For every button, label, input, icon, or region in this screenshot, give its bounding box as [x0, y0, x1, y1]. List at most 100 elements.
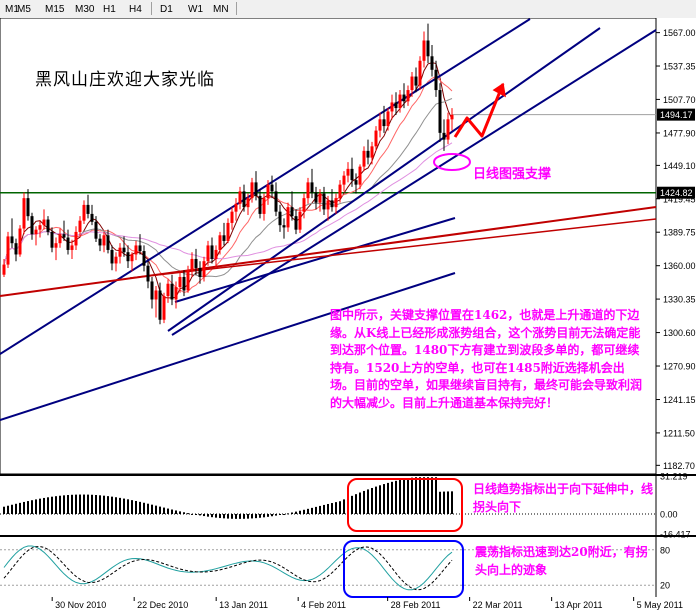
y-tick-label: 1182.70: [663, 461, 695, 471]
y-tick-label: 1507.70: [663, 95, 696, 105]
support-label: 日线图强支撑: [473, 167, 552, 182]
histogram-bar: [79, 494, 81, 515]
histogram-bar: [287, 513, 289, 515]
candle-body: [334, 198, 338, 208]
x-tick-label: 13 Jan 2011: [219, 600, 268, 610]
histogram-bar: [87, 494, 89, 515]
histogram-bar: [19, 502, 21, 515]
candle-body: [218, 235, 222, 250]
timeframe-h1-button[interactable]: H1: [103, 4, 116, 15]
histogram-bar: [351, 495, 353, 515]
trend-channel-line: [0, 272, 456, 421]
histogram-bar: [211, 514, 213, 518]
histogram-bar: [335, 502, 337, 515]
candle-body: [426, 40, 430, 57]
candle-body: [330, 200, 334, 208]
timeframe-h4-button[interactable]: H4: [129, 4, 142, 15]
oscillator-tick-label: 20: [660, 581, 670, 591]
candle-body: [242, 191, 246, 208]
candle-body: [318, 193, 322, 203]
histogram-bar: [291, 512, 293, 515]
candle-body: [30, 216, 34, 235]
histogram-bar: [415, 477, 417, 515]
candle-body: [226, 222, 230, 241]
histogram-bar: [115, 497, 117, 515]
histogram-bar: [431, 477, 433, 515]
candle-body: [378, 119, 382, 131]
timeframe-mn-button[interactable]: MN: [213, 4, 229, 15]
candle-body: [282, 225, 286, 228]
histogram-bar: [27, 501, 29, 515]
candle-body: [154, 290, 158, 300]
y-tick-label: 1389.75: [663, 228, 696, 238]
candle-body: [2, 264, 6, 275]
candle-body: [94, 221, 98, 239]
trend-channel-line: [167, 27, 601, 332]
histogram-bar: [75, 494, 77, 515]
histogram-bar: [191, 513, 193, 515]
candle-body: [366, 150, 370, 158]
candle-body: [150, 281, 154, 300]
histogram-bar: [443, 491, 445, 515]
candle-body: [354, 180, 358, 185]
histogram-bar: [399, 479, 401, 515]
histogram-bar: [383, 484, 385, 515]
candle-body: [250, 182, 254, 199]
histogram-bar: [151, 504, 153, 515]
histogram-bar: [339, 501, 341, 515]
histogram-bar: [283, 514, 285, 516]
candle-body: [322, 193, 326, 210]
histogram-bar: [199, 514, 201, 516]
histogram-bar: [55, 496, 57, 515]
histogram-bar: [63, 495, 65, 515]
candle-body: [162, 296, 166, 320]
histogram-bar: [223, 514, 225, 519]
histogram-bar: [255, 514, 257, 519]
price-marker-box: [657, 108, 695, 121]
timeframe-m5-button[interactable]: M5: [17, 4, 31, 15]
histogram-bar: [379, 485, 381, 515]
histogram-bar: [259, 514, 261, 518]
candle-body: [70, 245, 74, 250]
candle-body: [90, 213, 94, 222]
y-tick-label: 1241.15: [663, 395, 696, 405]
candle-body: [234, 203, 238, 212]
candle-body: [238, 191, 242, 204]
candle-body: [78, 220, 82, 232]
candle-body: [38, 225, 42, 230]
candle-body: [198, 267, 202, 277]
histogram-bar: [59, 495, 61, 515]
histogram-bar: [403, 479, 405, 515]
histogram-bar: [11, 504, 13, 515]
histogram-bar: [303, 509, 305, 515]
timeframe-m15-button[interactable]: M15: [45, 4, 65, 15]
candle-body: [294, 216, 298, 230]
histogram-bar: [203, 514, 205, 517]
candle-body: [194, 258, 198, 268]
watermark-text: 黑风山庄欢迎大家光临: [35, 70, 215, 90]
candle-body: [342, 175, 346, 185]
histogram-bar: [143, 502, 145, 515]
candle-body: [290, 207, 294, 217]
timeframe-m1-button[interactable]: M1: [5, 4, 19, 15]
timeframe-m30-button[interactable]: M30: [75, 4, 95, 15]
candle-body: [86, 204, 90, 214]
candle-body: [142, 251, 146, 266]
timeframe-d1-button[interactable]: D1: [160, 4, 173, 15]
candle-body: [326, 200, 330, 210]
histogram-bar: [427, 477, 429, 515]
histogram-bar: [419, 477, 421, 515]
histogram-bar: [439, 491, 441, 515]
x-tick-label: 13 Apr 2011: [555, 600, 603, 610]
moving-average-line: [3, 142, 453, 265]
candle-body: [178, 276, 182, 288]
timeframe-toolbar: M1 M5 M15 M30 H1 H4 D1 W1 MN: [0, 0, 696, 19]
histogram-bar: [363, 490, 365, 515]
candle-body: [214, 249, 218, 259]
timeframe-w1-button[interactable]: W1: [188, 4, 203, 15]
candle-body: [278, 211, 282, 226]
histogram-bar: [147, 503, 149, 515]
histogram-bar: [23, 501, 25, 515]
candle-body: [302, 198, 306, 212]
y-tick-label: 1300.60: [663, 328, 696, 338]
